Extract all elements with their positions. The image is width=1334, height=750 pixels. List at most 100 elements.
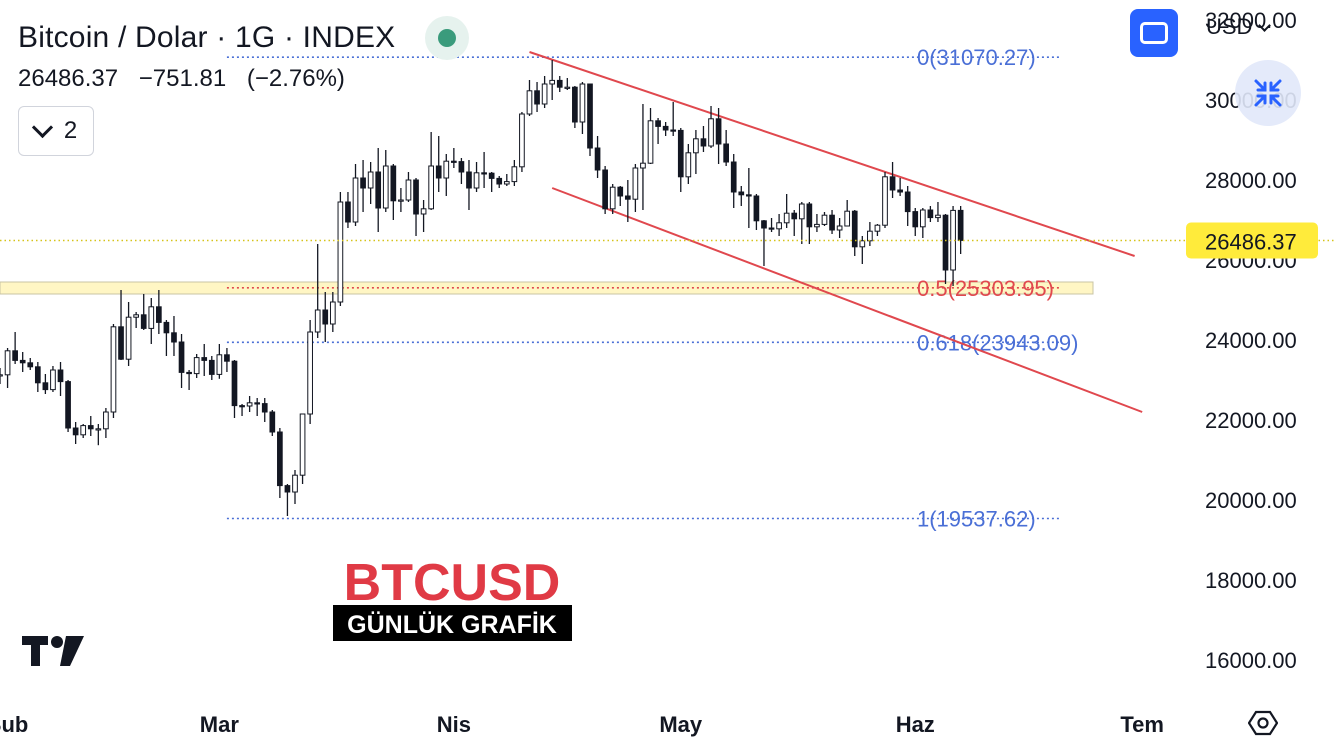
market-status-indicator[interactable] — [425, 16, 470, 60]
chart-settings-button[interactable] — [1247, 708, 1279, 743]
candle — [677, 128, 684, 192]
candle — [193, 354, 200, 378]
candle — [655, 118, 661, 144]
candle-body — [564, 86, 571, 89]
candle — [329, 292, 336, 332]
candle-body — [617, 186, 624, 197]
currency-selector[interactable]: USD — [1206, 14, 1272, 40]
chart-subcaption: GÜNLÜK GRAFİK — [347, 610, 557, 639]
time-tick-label: Şub — [0, 712, 28, 737]
indicators-count: 2 — [63, 117, 78, 144]
currency-label: USD — [1206, 14, 1253, 39]
support-zone — [0, 281, 1094, 295]
candle — [526, 80, 533, 116]
candle-body — [314, 309, 321, 333]
candle-body — [935, 214, 941, 219]
candle — [904, 186, 911, 226]
channel-layer — [529, 51, 1143, 413]
candle — [889, 162, 896, 198]
candle-body — [299, 413, 306, 476]
candle — [352, 164, 359, 226]
candle-body — [836, 225, 843, 231]
candle — [34, 362, 41, 392]
candle-body — [541, 83, 548, 105]
candle-body — [118, 326, 124, 360]
candle — [730, 154, 737, 208]
candle-body — [556, 79, 563, 88]
candle-body — [806, 203, 813, 228]
candle — [541, 76, 548, 108]
candle-body — [481, 172, 487, 175]
candle-body — [526, 90, 533, 115]
candle — [609, 184, 616, 214]
candle-body — [640, 162, 646, 169]
candle — [458, 158, 465, 184]
candle — [292, 470, 298, 504]
candle — [87, 416, 94, 436]
candle-body — [231, 360, 238, 407]
indicators-toggle-button[interactable]: 2 — [18, 106, 94, 156]
candle-body — [579, 83, 586, 123]
candle — [307, 320, 313, 424]
candle-body — [50, 369, 56, 391]
candle-body — [163, 321, 170, 334]
candle — [284, 484, 291, 516]
candle — [897, 178, 903, 196]
candle — [647, 108, 654, 164]
candle-body — [572, 86, 578, 123]
price-summary: 26486.37 −751.81 (−2.76%) — [18, 65, 359, 93]
candle — [488, 172, 495, 192]
candle — [12, 332, 18, 364]
candle — [791, 210, 798, 236]
candle — [874, 224, 881, 236]
candle-body — [292, 474, 298, 493]
candle-body — [224, 354, 230, 362]
candle — [746, 168, 752, 228]
fullscreen-button[interactable] — [1130, 9, 1178, 57]
tradingview-logo — [22, 634, 86, 673]
candle-body — [821, 214, 828, 225]
candle-body — [844, 210, 851, 227]
candle-body — [140, 314, 147, 329]
candle — [103, 408, 109, 438]
candle-body — [746, 194, 752, 197]
candle-body — [655, 120, 661, 127]
candle-body — [919, 209, 926, 228]
candle-body — [435, 165, 442, 179]
candle-body — [957, 209, 964, 241]
candle-body — [4, 350, 11, 376]
candle — [65, 380, 71, 432]
candle-body — [534, 90, 540, 105]
candle-body — [473, 172, 480, 189]
collapse-arrows-button[interactable] — [1235, 60, 1301, 126]
candle — [481, 152, 487, 188]
settings-hexagon-icon — [1247, 710, 1279, 736]
candle — [700, 126, 707, 152]
candle-body — [178, 341, 185, 373]
symbol-title[interactable]: Bitcoin / Dolar · 1G · INDEX — [18, 21, 396, 54]
candle — [798, 202, 805, 244]
candle — [935, 202, 941, 222]
candle-body — [587, 83, 593, 149]
time-tick-label: Mar — [200, 712, 240, 737]
candle — [125, 302, 132, 366]
candle — [27, 358, 34, 370]
candle-body — [398, 199, 404, 202]
candle-body — [912, 211, 919, 228]
candle — [156, 290, 162, 334]
candle — [345, 192, 351, 228]
candle-body — [428, 165, 434, 210]
candle-body — [662, 125, 669, 131]
candle — [594, 136, 601, 178]
price-tick-label: 18000.00 — [1205, 568, 1297, 593]
candle-body — [715, 118, 722, 145]
candle — [549, 60, 556, 100]
candle — [171, 316, 177, 356]
candle — [239, 404, 245, 416]
candle-body — [647, 120, 654, 164]
candle-body — [307, 331, 313, 415]
candle — [148, 298, 155, 344]
candle-body — [0, 374, 3, 377]
candle-body — [882, 176, 888, 226]
